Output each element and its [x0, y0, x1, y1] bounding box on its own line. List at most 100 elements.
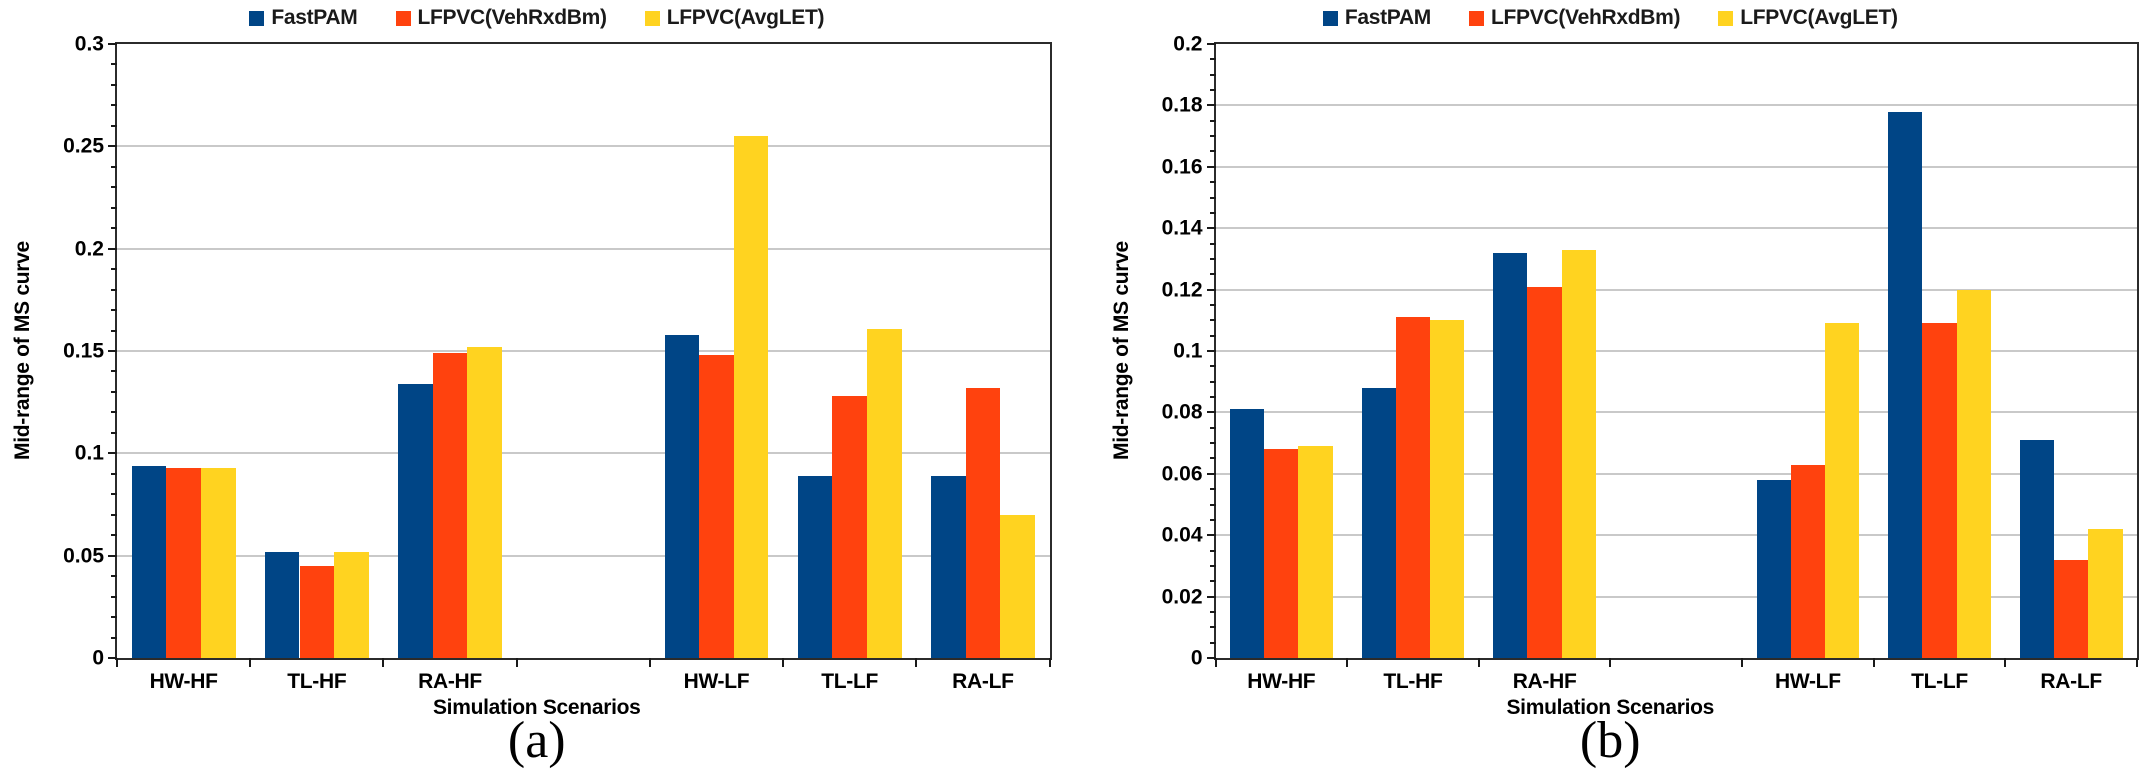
bar [2054, 559, 2089, 658]
y-axis-minor-tick [111, 309, 117, 312]
y-axis-minor-tick [1209, 380, 1216, 383]
y-axis-major-tick [1206, 534, 1216, 537]
bar [2019, 440, 2055, 658]
y-axis-minor-tick [111, 268, 117, 271]
y-axis-tick-label: 0 [92, 646, 104, 670]
x-axis-tick [1872, 658, 1875, 667]
y-axis-minor-tick [111, 288, 117, 291]
bar [1361, 387, 1396, 658]
x-axis-title: Simulation Scenarios [1506, 696, 1715, 719]
y-axis-minor-tick [1209, 319, 1216, 322]
y-axis-major-tick [1206, 472, 1216, 475]
legend-item: FastPAM [249, 6, 358, 30]
y-axis-minor-tick [1209, 58, 1216, 61]
y-axis-minor-tick [1209, 273, 1216, 276]
y-axis-minor-tick [111, 104, 117, 107]
bar [264, 551, 300, 658]
y-axis-tick-label: 0 [1190, 646, 1203, 670]
bar [200, 467, 236, 658]
y-axis-minor-tick [1209, 196, 1216, 199]
x-axis-tick [1048, 658, 1051, 667]
x-axis-category-label: TL-LF [821, 670, 879, 693]
x-axis-tick [515, 658, 518, 667]
y-axis-minor-tick [111, 472, 117, 475]
plot-area: Mid-range of MS curve 0 0.02 0.04 0.06 0.08 0… [1110, 34, 2139, 693]
bar [1825, 323, 1860, 658]
x-axis-category-label: RA-LF [952, 670, 1014, 693]
y-axis-minor-tick [111, 575, 117, 578]
y-axis-tick-label: 0.1 [1173, 339, 1203, 363]
legend-swatch-icon [1469, 10, 1484, 26]
legend-item: LFPVC(VehRxdBm) [1469, 6, 1680, 30]
y-axis-major-tick [1206, 595, 1216, 598]
y-axis-tick-label: 0.1 [74, 441, 104, 465]
gridline [1215, 165, 2137, 168]
x-axis-category-label: HW-HF [149, 670, 218, 693]
gridline [117, 554, 1050, 557]
chart-caption: (b) [1579, 712, 1641, 769]
y-axis-minor-tick [1209, 426, 1216, 429]
x-axis-tick [2004, 658, 2007, 667]
y-axis-minor-tick [1209, 610, 1216, 613]
y-axis-major-tick [108, 657, 117, 659]
bar [1229, 409, 1265, 658]
gridline [1215, 104, 2137, 107]
legend-swatch-icon [249, 10, 265, 26]
x-axis-category-label: TL-HF [1383, 670, 1443, 693]
x-axis-tick [1609, 658, 1612, 667]
y-axis-tick-label: 0.14 [1161, 216, 1203, 240]
bar [832, 396, 867, 658]
y-axis-minor-tick [1209, 303, 1216, 306]
legend-label: FastPAM [1344, 6, 1431, 29]
x-axis-title: Simulation Scenarios [432, 696, 641, 719]
x-axis-category-label: HW-LF [1775, 670, 1841, 693]
y-axis-minor-tick [111, 165, 117, 168]
bar [699, 355, 734, 658]
y-axis-minor-tick [111, 493, 117, 496]
y-axis-major-tick [108, 554, 117, 557]
legend-item: FastPAM [1322, 6, 1431, 30]
y-axis-major-tick [108, 145, 117, 148]
legend-label: LFPVC(AvgLET) [666, 6, 825, 29]
y-axis-minor-tick [111, 595, 117, 598]
plot-area: Mid-range of MS curve 0 0.05 0.1 0.15 0.2 0.2… [11, 34, 1052, 693]
gridline [1215, 288, 2137, 291]
x-axis-category-label: HW-LF [683, 670, 750, 693]
y-axis-minor-tick [1209, 564, 1216, 567]
legend-label: FastPAM [271, 6, 358, 29]
legend-swatch-icon [1718, 10, 1734, 26]
y-axis-major-tick [1206, 104, 1216, 107]
x-axis-category-label: RA-LF [2040, 670, 2102, 693]
legend-swatch-icon [644, 10, 660, 26]
legend-item: LFPVC(AvgLET) [1718, 6, 1898, 30]
y-axis-minor-tick [1209, 257, 1216, 260]
gridline [117, 452, 1050, 455]
x-axis-tick [1477, 658, 1480, 667]
y-axis-major-tick [108, 350, 117, 352]
x-axis-tick [1346, 658, 1349, 667]
bar [1264, 449, 1299, 658]
chart-caption: (a) [507, 712, 566, 769]
y-axis-minor-tick [1209, 334, 1216, 337]
x-axis-tick [1741, 658, 1744, 667]
y-axis-tick-label: 0.12 [1161, 278, 1203, 302]
x-axis-tick [382, 658, 385, 667]
bar [866, 328, 902, 658]
legend-label: LFPVC(AvgLET) [1740, 6, 1898, 29]
y-axis-major-tick [1206, 288, 1216, 291]
y-axis-minor-tick [1209, 641, 1216, 644]
bar [1561, 249, 1596, 658]
bar [398, 383, 433, 658]
bar [1527, 286, 1562, 658]
y-axis-minor-tick [1209, 396, 1216, 399]
y-axis-minor-tick [111, 227, 117, 230]
x-axis-tick [782, 658, 785, 667]
legend: FastPAM LFPVC(VehRxdBm) LFPVC(AvgLET) [0, 6, 1074, 30]
y-axis-minor-tick [1209, 488, 1216, 491]
x-axis-tick [249, 658, 252, 667]
y-axis-minor-tick [111, 124, 117, 127]
bar [1888, 111, 1923, 658]
y-axis-minor-tick [1209, 503, 1216, 506]
y-axis-tick-label: 0.15 [63, 339, 104, 363]
